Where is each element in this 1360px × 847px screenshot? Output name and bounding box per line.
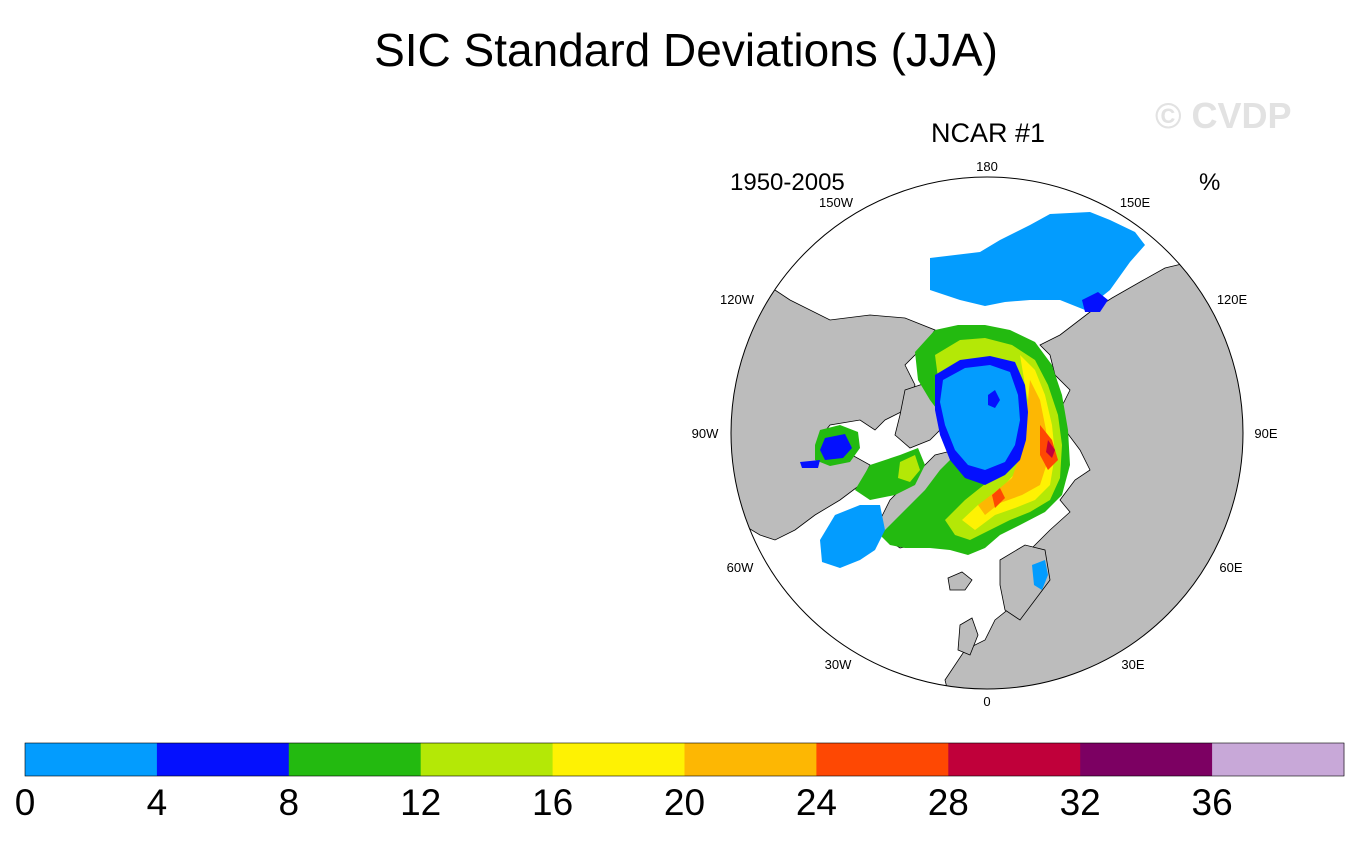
sic-baffin-yellow [898,455,920,482]
lon-label-60w: 60W [727,560,754,575]
colorbar-label-28: 28 [928,782,969,823]
colorbar-swatch-9 [1212,743,1345,776]
colorbar: 0 4 8 12 16 20 24 28 32 36 [15,742,1345,823]
lon-label-150w: 150W [819,195,854,210]
lon-label-180: 180 [976,159,998,174]
sic-band-28-32 [1046,440,1055,458]
colorbar-label-4: 4 [147,782,168,823]
sic-band-4-8 [1082,292,1108,312]
colorbar-label-20: 20 [664,782,705,823]
colorbar-label-24: 24 [796,782,837,823]
colorbar-label-12: 12 [400,782,441,823]
map-disc [731,177,1243,689]
colorbar-label-16: 16 [532,782,573,823]
sic-baltic [1032,560,1048,590]
colorbar-label-8: 8 [279,782,300,823]
colorbar-swatch-0 [25,743,158,776]
lon-label-90e: 90E [1254,426,1277,441]
land-iceland [947,571,973,591]
chart-title: SIC Standard Deviations (JJA) [374,24,998,76]
colorbar-swatch-5 [684,743,817,776]
colorbar-label-32: 32 [1060,782,1101,823]
map-boundary [730,176,1244,690]
sic-hudson-bay-core [800,434,852,468]
colorbar-label-36: 36 [1192,782,1233,823]
colorbar-label-0: 0 [15,782,36,823]
lon-label-30w: 30W [825,657,852,672]
lon-label-120e: 120E [1217,292,1248,307]
sic-labrador [820,505,885,568]
land-uk [957,617,979,656]
lon-label-90w: 90W [692,426,719,441]
watermark: © CVDP [1155,95,1292,136]
sic-band-24-28 [992,425,1058,508]
colorbar-swatch-3 [420,743,554,776]
lon-label-60e: 60E [1219,560,1242,575]
colorbar-swatch-1 [156,743,290,776]
units-label: % [1199,169,1221,196]
lon-label-0: 0 [983,694,990,709]
colorbar-swatch-7 [948,743,1081,776]
sic-band-20-24 [978,380,1048,515]
colorbar-swatch-4 [552,743,685,776]
period-label: 1950-2005 [730,169,845,196]
colorbar-swatch-2 [288,743,422,776]
colorbar-swatch-8 [1080,743,1213,776]
sic-central-spot [988,390,1000,408]
sic-central-core-0-4 [940,365,1020,470]
panel-title: NCAR #1 [930,118,1046,148]
lon-label-30e: 30E [1121,657,1144,672]
lon-label-120w: 120W [720,292,755,307]
sic-band-0-4 [930,212,1145,310]
lon-label-150e: 150E [1120,195,1151,210]
colorbar-swatch-6 [816,743,949,776]
colorbar-frame [24,742,1345,777]
